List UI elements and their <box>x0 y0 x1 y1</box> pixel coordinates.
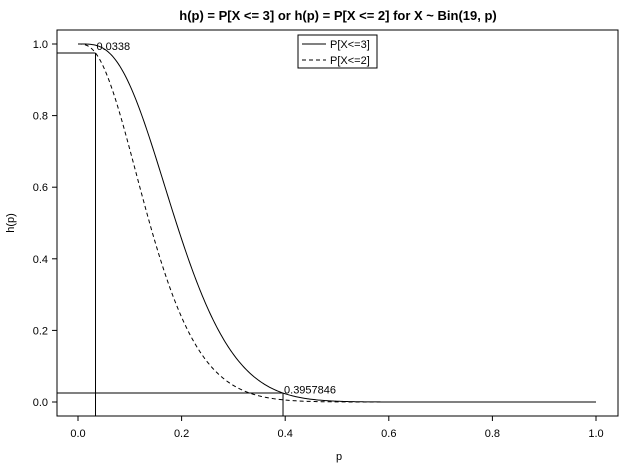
legend-label-series-2: P[X<=2] <box>330 55 370 67</box>
annotation-2: 0.3957846 <box>284 384 336 396</box>
annotations: 0.0338 0.3957846 <box>97 41 337 397</box>
x-tick-label: 0.4 <box>278 428 293 440</box>
y-tick-label: 1.0 <box>33 39 48 51</box>
x-tick-label: 0.0 <box>70 428 85 440</box>
y-tick-label: 0.4 <box>33 254 48 266</box>
legend: P[X<=3] P[X<=2] <box>297 34 378 69</box>
y-tick-label: 0.8 <box>33 111 48 123</box>
series-p-x-le-3-line <box>78 43 596 403</box>
annotation-1: 0.0338 <box>97 41 131 53</box>
y-axis-label: h(p) <box>5 213 17 233</box>
x-tick-label: 0.2 <box>174 428 189 440</box>
y-axis: 0.0 0.2 0.4 0.6 0.8 1.0 <box>33 39 57 409</box>
x-axis-label: p <box>336 451 342 463</box>
legend-box <box>297 34 378 69</box>
x-tick-label: 0.6 <box>381 428 396 440</box>
series-p-x-le-2-line <box>77 43 596 403</box>
chart-title: h(p) = P[X <= 3] or h(p) = P[X <= 2] for… <box>179 8 496 23</box>
x-axis: 0.0 0.2 0.4 0.6 0.8 1.0 <box>70 416 604 440</box>
plot-frame <box>56 29 619 417</box>
y-tick-label: 0.0 <box>33 397 48 409</box>
y-tick-label: 0.2 <box>33 325 48 337</box>
x-tick-label: 0.8 <box>485 428 500 440</box>
y-tick-label: 0.6 <box>33 182 48 194</box>
x-tick-label: 1.0 <box>588 428 603 440</box>
reference-lines <box>57 52 284 416</box>
legend-label-series-1: P[X<=3] <box>330 39 370 51</box>
